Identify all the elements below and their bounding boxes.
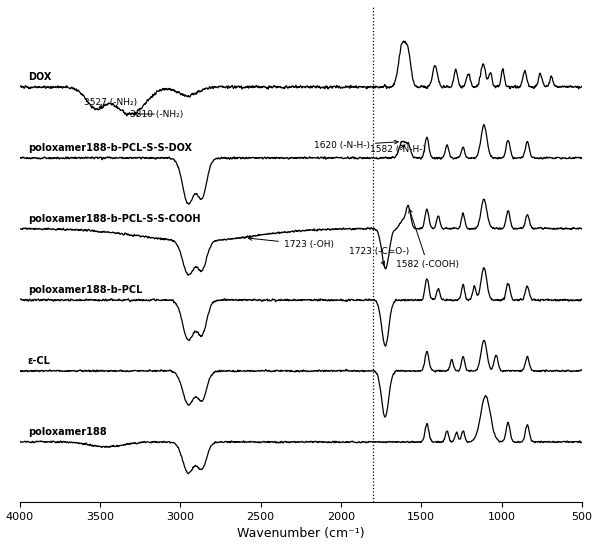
Text: 1582 (-COOH): 1582 (-COOH) <box>396 209 459 269</box>
X-axis label: Wavenumber (cm⁻¹): Wavenumber (cm⁻¹) <box>237 527 365 541</box>
Text: 1723 (-OH): 1723 (-OH) <box>248 236 334 249</box>
Text: 1582 (-N-H-): 1582 (-N-H-) <box>370 145 426 154</box>
Text: poloxamer188-b-PCL-S-S-COOH: poloxamer188-b-PCL-S-S-COOH <box>28 214 200 224</box>
Text: DOX: DOX <box>28 72 51 82</box>
Text: 1723 (-C=O-): 1723 (-C=O-) <box>349 247 409 265</box>
Text: 1620 (-N-H-): 1620 (-N-H-) <box>314 140 398 150</box>
Text: 3527 (-NH₂): 3527 (-NH₂) <box>84 98 137 108</box>
Text: ε-CL: ε-CL <box>28 356 50 366</box>
Text: poloxamer188: poloxamer188 <box>28 427 106 437</box>
Text: poloxamer188-b-PCL: poloxamer188-b-PCL <box>28 285 142 295</box>
Text: poloxamer188-b-PCL-S-S-DOX: poloxamer188-b-PCL-S-S-DOX <box>28 143 191 153</box>
Text: 3310 (-NH₂): 3310 (-NH₂) <box>130 110 184 118</box>
